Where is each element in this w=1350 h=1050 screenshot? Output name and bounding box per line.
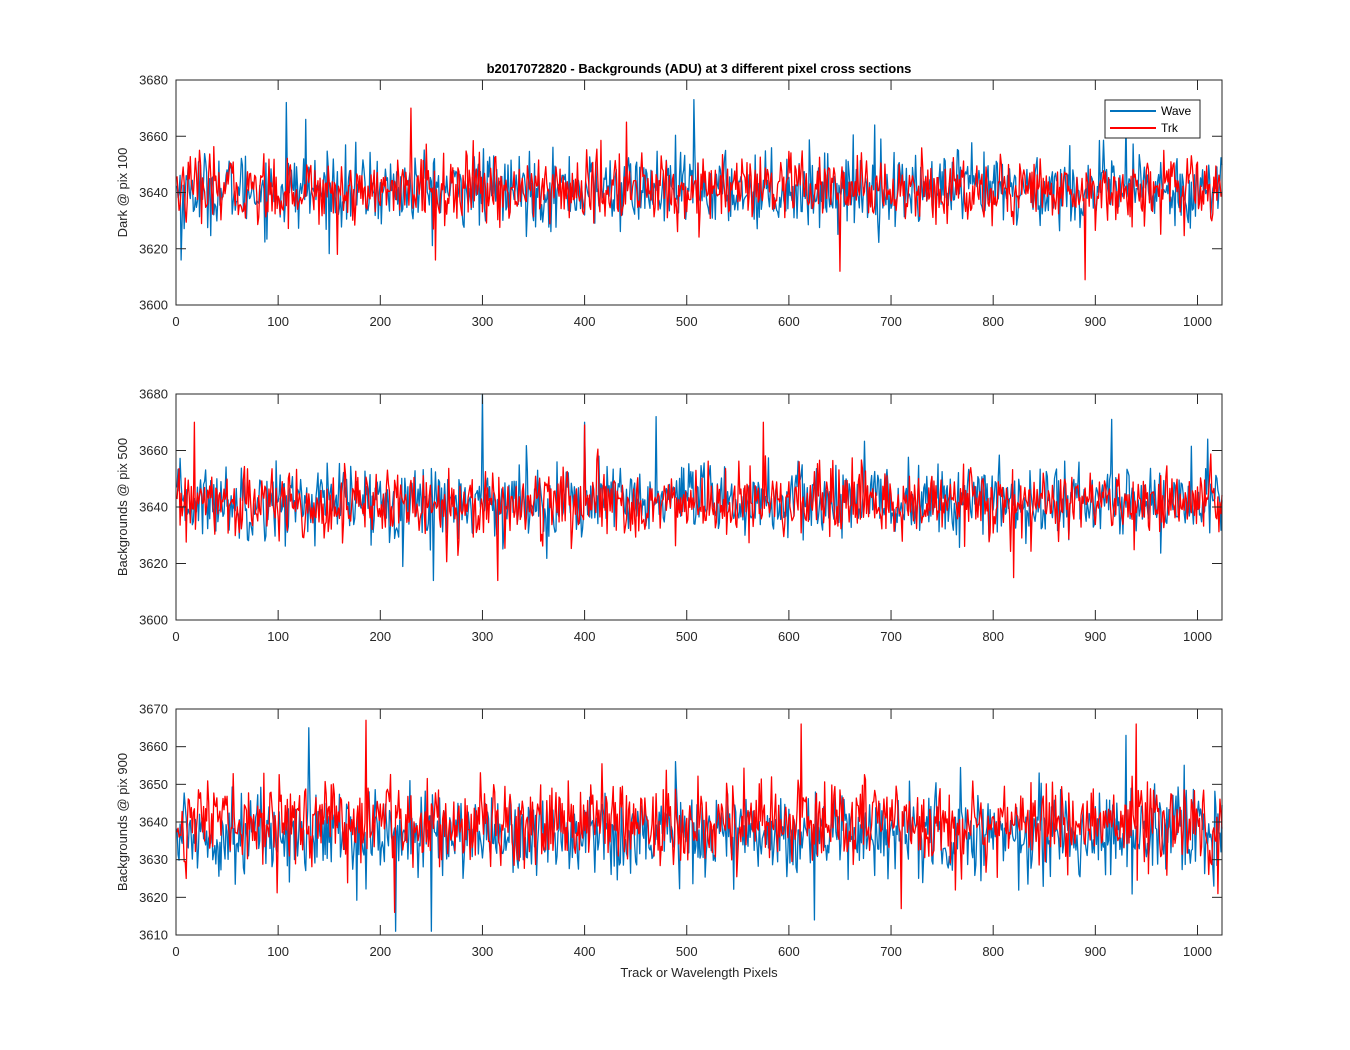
axes-box bbox=[175, 708, 1223, 936]
x-tick-label: 600 bbox=[778, 629, 800, 644]
legend: Wave Trk bbox=[1104, 99, 1201, 139]
x-tick-label: 200 bbox=[369, 944, 391, 959]
y-tick-label: 3640 bbox=[139, 185, 168, 200]
x-tick-label: 700 bbox=[880, 314, 902, 329]
series-line-trk bbox=[176, 107, 1223, 281]
chart-title: b2017072820 - Backgrounds (ADU) at 3 dif… bbox=[487, 61, 912, 76]
x-tick-label: 700 bbox=[880, 944, 902, 959]
y-axis-label: Dark @ pix 100 bbox=[115, 148, 130, 238]
series-line-trk bbox=[176, 719, 1223, 914]
x-tick-label: 800 bbox=[982, 629, 1004, 644]
x-tick-label: 500 bbox=[676, 629, 698, 644]
x-axis-label: Track or Wavelength Pixels bbox=[620, 965, 778, 980]
legend-label-trk: Trk bbox=[1161, 121, 1179, 135]
x-tick-label: 300 bbox=[472, 629, 494, 644]
x-tick-label: 0 bbox=[172, 629, 179, 644]
series-line-wave bbox=[176, 99, 1223, 261]
x-tick-label: 400 bbox=[574, 629, 596, 644]
x-tick-label: 900 bbox=[1084, 944, 1106, 959]
x-tick-label: 800 bbox=[982, 944, 1004, 959]
series-layer bbox=[176, 719, 1223, 932]
x-tick-label: 700 bbox=[880, 629, 902, 644]
x-tick-label: 100 bbox=[267, 629, 289, 644]
y-tick-label: 3620 bbox=[139, 890, 168, 905]
x-tick-label: 1000 bbox=[1183, 944, 1212, 959]
x-tick-label: 0 bbox=[172, 314, 179, 329]
series-line-trk bbox=[176, 421, 1223, 582]
x-tick-label: 100 bbox=[267, 944, 289, 959]
y-axis-label: Backgrounds @ pix 900 bbox=[115, 753, 130, 891]
y-tick-label: 3650 bbox=[139, 777, 168, 792]
x-tick-label: 600 bbox=[778, 944, 800, 959]
y-tick-label: 3660 bbox=[139, 129, 168, 144]
legend-box bbox=[1104, 99, 1201, 139]
series-layer bbox=[176, 99, 1223, 281]
x-tick-label: 900 bbox=[1084, 629, 1106, 644]
y-tick-label: 3610 bbox=[139, 928, 168, 943]
x-tick-label: 100 bbox=[267, 314, 289, 329]
x-tick-label: 600 bbox=[778, 314, 800, 329]
x-tick-label: 400 bbox=[574, 314, 596, 329]
series-layer bbox=[176, 393, 1223, 582]
axes-box bbox=[175, 393, 1223, 621]
ticks-layer: 0 100 200 300 400 500 600 700 800 900 1000 3610 3620… bbox=[139, 702, 1222, 959]
panel-dark-pix-100: b2017072820 - Backgrounds (ADU) at 3 dif… bbox=[115, 61, 1223, 329]
y-tick-label: 3600 bbox=[139, 613, 168, 628]
y-tick-label: 3640 bbox=[139, 815, 168, 830]
axes-box bbox=[175, 79, 1223, 306]
y-tick-label: 3670 bbox=[139, 702, 168, 717]
y-tick-label: 3640 bbox=[139, 500, 168, 515]
y-tick-label: 3600 bbox=[139, 298, 168, 313]
x-tick-label: 500 bbox=[676, 314, 698, 329]
y-tick-label: 3680 bbox=[139, 73, 168, 88]
x-tick-label: 400 bbox=[574, 944, 596, 959]
x-tick-label: 0 bbox=[172, 944, 179, 959]
x-tick-label: 200 bbox=[369, 314, 391, 329]
panel-backgrounds-pix-500: 0 100 200 300 400 500 600 700 800 900 1000 3600 3620… bbox=[115, 387, 1223, 644]
series-line-wave bbox=[176, 393, 1223, 582]
x-tick-label: 1000 bbox=[1183, 629, 1212, 644]
x-tick-label: 200 bbox=[369, 629, 391, 644]
ticks-layer: 0 100 200 300 400 500 600 700 800 900 1000 3600 3620… bbox=[139, 73, 1222, 329]
ticks-layer: 0 100 200 300 400 500 600 700 800 900 1000 3600 3620… bbox=[139, 387, 1222, 644]
legend-label-wave: Wave bbox=[1161, 104, 1192, 118]
y-tick-label: 3630 bbox=[139, 852, 168, 867]
x-tick-label: 1000 bbox=[1183, 314, 1212, 329]
x-tick-label: 800 bbox=[982, 314, 1004, 329]
y-tick-label: 3680 bbox=[139, 387, 168, 402]
x-tick-label: 300 bbox=[472, 314, 494, 329]
x-tick-label: 900 bbox=[1084, 314, 1106, 329]
y-tick-label: 3620 bbox=[139, 241, 168, 256]
x-tick-label: 500 bbox=[676, 944, 698, 959]
y-tick-label: 3620 bbox=[139, 556, 168, 571]
x-tick-label: 300 bbox=[472, 944, 494, 959]
y-tick-label: 3660 bbox=[139, 739, 168, 754]
panel-backgrounds-pix-900: 0 100 200 300 400 500 600 700 800 900 1000 3610 3620… bbox=[115, 702, 1223, 980]
y-axis-label: Backgrounds @ pix 500 bbox=[115, 438, 130, 576]
y-tick-label: 3660 bbox=[139, 443, 168, 458]
